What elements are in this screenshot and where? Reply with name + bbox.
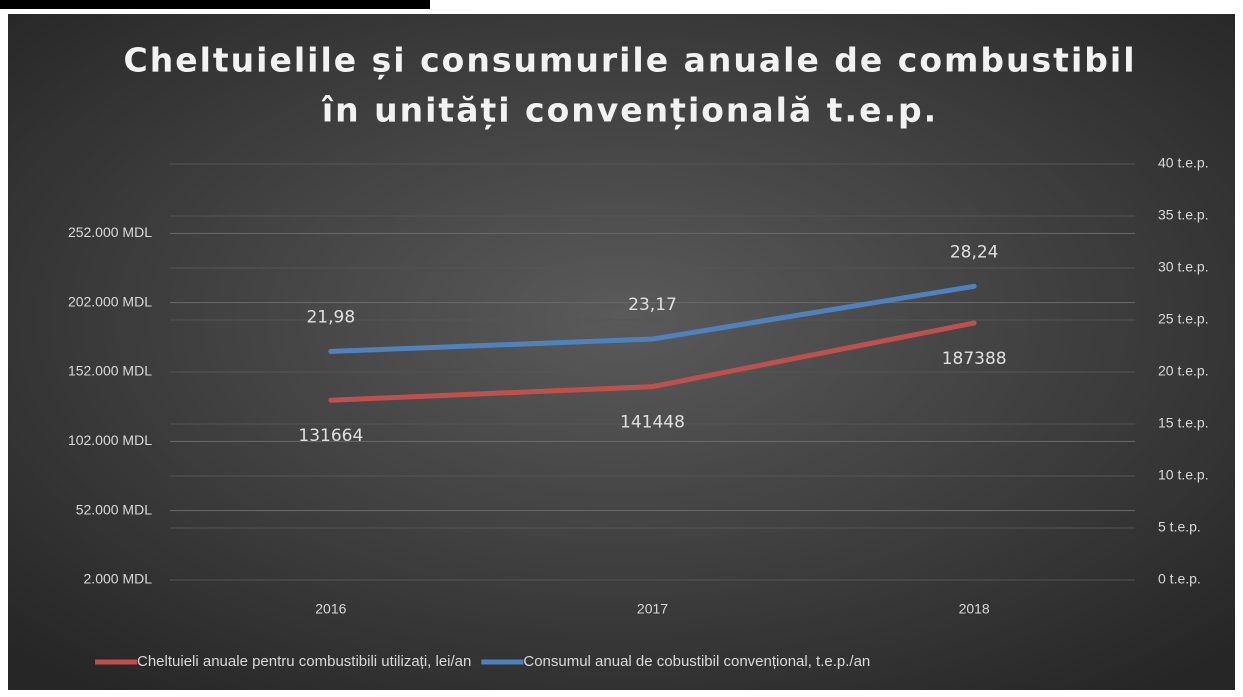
y2-tick-label: 40 t.e.p. <box>1158 155 1209 171</box>
y2-tick-label: 15 t.e.p. <box>1158 415 1209 431</box>
y-tick-label: 2.000 MDL <box>84 571 153 587</box>
chart-title: Cheltuielile și consumurile anuale de co… <box>123 41 1136 80</box>
chart-area <box>8 14 1235 690</box>
y2-tick-label: 30 t.e.p. <box>1158 259 1209 275</box>
legend-label: Consumul anual de cobustibil convenționa… <box>523 653 870 670</box>
x-tick-label: 2018 <box>959 601 990 617</box>
y2-tick-label: 10 t.e.p. <box>1158 467 1209 483</box>
y-tick-label: 152.000 MDL <box>68 363 152 379</box>
y2-tick-label: 25 t.e.p. <box>1158 311 1209 327</box>
data-label: 23,17 <box>628 295 677 315</box>
y-tick-label: 202.000 MDL <box>68 293 152 309</box>
series-line <box>328 283 977 354</box>
series-line <box>328 320 977 403</box>
chart-title: în unități convențională t.e.p. <box>321 91 938 130</box>
data-label: 131664 <box>298 426 363 446</box>
data-label: 141448 <box>620 413 685 433</box>
x-tick-label: 2016 <box>315 601 346 617</box>
data-label: 21,98 <box>306 307 355 327</box>
y2-tick-label: 0 t.e.p. <box>1158 571 1201 587</box>
y2-tick-label: 20 t.e.p. <box>1158 363 1209 379</box>
x-tick-label: 2017 <box>637 601 668 617</box>
y-tick-label: 102.000 MDL <box>68 432 152 448</box>
top-bar <box>0 0 430 9</box>
y2-tick-label: 5 t.e.p. <box>1158 519 1201 535</box>
y2-tick-label: 35 t.e.p. <box>1158 207 1209 223</box>
y-tick-label: 52.000 MDL <box>76 501 152 517</box>
legend-label: Cheltuieli anuale pentru combustibili ut… <box>137 653 471 670</box>
data-label: 28,24 <box>950 242 999 262</box>
y-tick-label: 252.000 MDL <box>68 224 152 240</box>
data-label: 187388 <box>942 349 1007 369</box>
